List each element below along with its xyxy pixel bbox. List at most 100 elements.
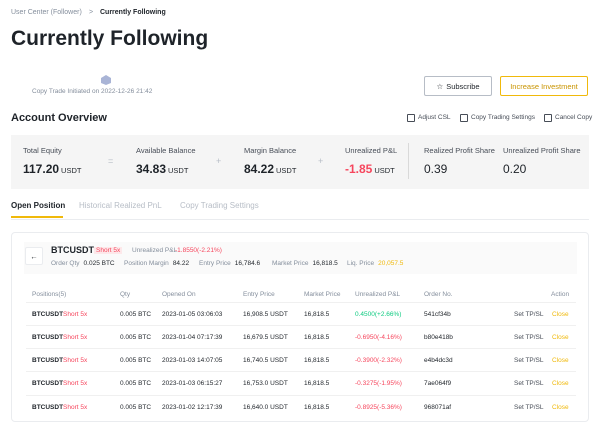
position-side: Short 5x [63,311,88,318]
table-cell: 7ae064f9 [424,380,452,387]
summary-side: Short 5x [94,247,123,254]
stat-label: Available Balance [136,146,196,155]
initiated-date: Copy Trade Initiated on 2022-12-26 21:42 [32,88,153,95]
stat-value: 84.22 [244,162,275,176]
table-cell: 0.005 BTC [120,311,152,318]
table-cell: 16,818.5 [304,357,330,364]
breadcrumb-current: Currently Following [100,9,166,16]
overview-action[interactable]: Cancel Copy [555,114,593,121]
field-value: 16,818.5 [312,260,338,267]
breadcrumb-parent[interactable]: User Center (Follower) [11,9,82,16]
avatar [101,75,111,85]
summary-pnl: -1.8550(-2.21%) [175,247,222,254]
stat-value: 117.20 [23,162,60,176]
position-side: Short 5x [63,357,88,364]
summary-pnl-label: Unrealized P&L [132,247,178,254]
position-pnl: -0.6950(-4.16%) [355,334,402,341]
subscribe-button[interactable]: ☆ Subscribe [424,76,492,96]
row-divider [26,325,576,326]
field-label: Entry Price [199,260,231,267]
row-divider [26,302,576,303]
overview-action[interactable]: Adjust CSL [418,114,451,121]
field-value: 20,057.5 [378,260,404,267]
set-tpsl-link[interactable]: Set TP/SL [514,404,544,411]
set-tpsl-link[interactable]: Set TP/SL [514,357,544,364]
position-pnl: -0.8925(-5.36%) [355,404,402,411]
summary-symbol: BTCUSDT [51,245,94,255]
stat-unit: USDT [374,166,395,175]
close-link[interactable]: Close [552,380,569,387]
table-cell: 541cf34b [424,311,451,318]
row-divider [26,348,576,349]
stat-label: Unrealized P&L [345,146,398,155]
stat-unit: USDT [276,166,297,175]
table-cell: 16,640.0 USDT [243,404,288,411]
table-header: Action [551,291,570,298]
stat-value: 34.83 [136,162,167,176]
close-link[interactable]: Close [552,357,569,364]
table-cell: 0.005 BTC [120,404,152,411]
table-header: Market Price [304,291,341,298]
position-side: Short 5x [63,404,88,411]
close-link[interactable]: Close [552,311,569,318]
table-cell: 16,818.5 [304,334,330,341]
tab-divider [11,219,589,220]
stat-unit: USDT [61,166,82,175]
back-button[interactable]: ← [25,247,43,265]
close-link[interactable]: Close [552,334,569,341]
set-tpsl-link[interactable]: Set TP/SL [514,334,544,341]
table-cell: 0.005 BTC [120,357,152,364]
field-label: Market Price [272,260,309,267]
table-cell: 16,818.5 [304,404,330,411]
action-icon [460,114,468,122]
position-symbol: BTCUSDT [32,357,64,364]
field-value: 0.025 BTC [83,260,115,267]
action-icon [544,114,552,122]
table-cell: 16,753.0 USDT [243,380,288,387]
stat-value: 0.20 [503,162,527,176]
increase-button[interactable]: Increase Investment [500,76,588,96]
stat-divider [408,143,409,179]
close-link[interactable]: Close [552,404,569,411]
stats-panel [11,135,589,189]
breadcrumb-separator: > [89,9,94,16]
position-symbol: BTCUSDT [32,380,64,387]
table-header: Unrealized P&L [355,291,401,298]
table-cell: 2023-01-04 07:17:39 [162,334,223,341]
table-header: Positions(5) [32,291,67,298]
table-cell: e4b4dc3d [424,357,453,364]
table-cell: 16,818.5 [304,380,330,387]
field-label: Order Qty [51,260,80,267]
row-divider [26,371,576,372]
tab-indicator [11,216,63,218]
set-tpsl-link[interactable]: Set TP/SL [514,380,544,387]
table-header: Entry Price [243,291,275,298]
position-side: Short 5x [63,380,88,387]
table-cell: 0.005 BTC [120,380,152,387]
table-header: Qty [120,291,131,298]
stat-label: Unrealized Profit Share [503,146,581,155]
table-cell: 16,908.5 USDT [243,311,288,318]
position-pnl: 0.4500(+2.66%) [355,311,402,318]
table-header: Opened On [162,291,196,298]
position-pnl: -0.3900(-2.32%) [355,357,402,364]
subscribe-label: Subscribe [446,81,480,91]
table-cell: 968071af [424,404,452,411]
set-tpsl-link[interactable]: Set TP/SL [514,311,544,318]
field-value: 16,784.6 [234,260,261,267]
table-cell: 2023-01-02 12:17:39 [162,404,223,411]
table-cell: 2023-01-03 06:15:27 [162,380,223,387]
tab[interactable]: Copy Trading Settings [180,201,259,210]
tab[interactable]: Historical Realized PnL [79,201,162,210]
field-label: Position Margin [124,260,169,267]
stat-value: 0.39 [424,162,448,176]
position-symbol: BTCUSDT [32,311,64,318]
stat-operator: + [216,156,222,166]
overview-action[interactable]: Copy Trading Settings [471,114,535,121]
stat-label: Realized Profit Share [424,146,495,155]
tab[interactable]: Open Position [11,201,66,210]
stat-unit: USDT [168,166,189,175]
position-symbol: BTCUSDT [32,334,64,341]
overview-title: Account Overview [11,112,107,124]
